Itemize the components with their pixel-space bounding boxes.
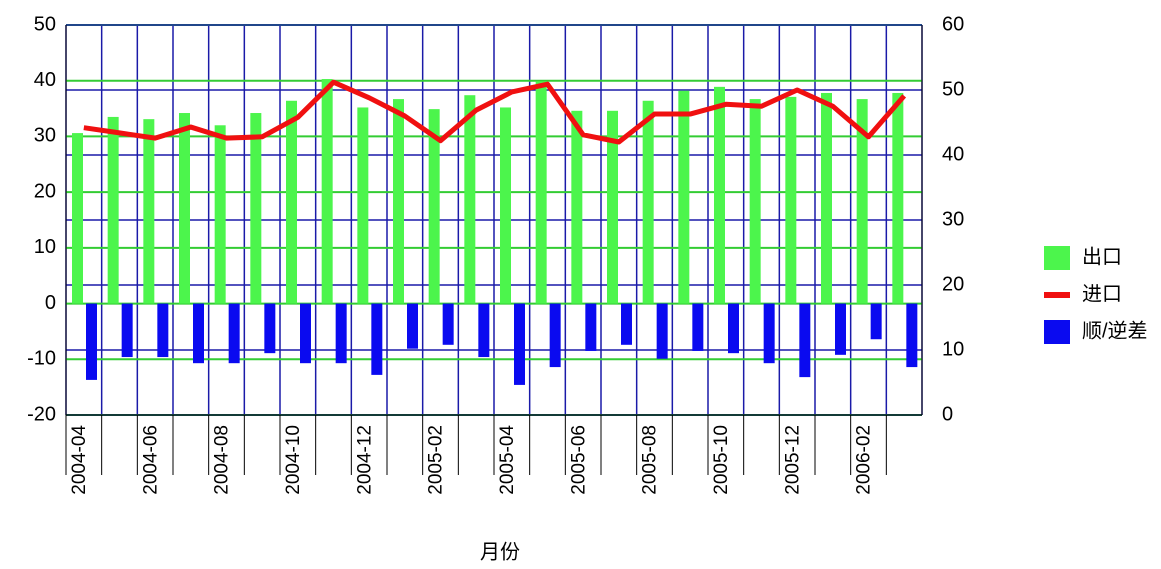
bar	[514, 303, 525, 385]
bar	[714, 86, 725, 304]
bar	[549, 303, 561, 368]
bar	[535, 81, 547, 304]
bar	[300, 303, 311, 364]
bar	[86, 303, 97, 380]
bar	[442, 303, 454, 345]
bar	[335, 303, 347, 364]
y-tick-label: -20	[27, 403, 56, 425]
bar	[179, 113, 190, 304]
bar	[143, 119, 155, 304]
bar	[799, 303, 811, 378]
bar	[228, 303, 240, 364]
bar	[621, 303, 632, 345]
bar	[835, 303, 846, 355]
bar	[821, 92, 832, 304]
bar	[264, 303, 276, 354]
bar	[321, 79, 333, 304]
x-tick-label: 2004-10	[283, 425, 304, 495]
x-tick-label: 2005-12	[782, 425, 803, 495]
bar	[763, 303, 775, 364]
bar	[286, 100, 297, 304]
y-tick-label: 40	[34, 69, 56, 91]
x-tick-label: 2004-08	[212, 425, 233, 495]
legend-swatch	[1044, 320, 1070, 344]
y-tick-label: 20	[34, 180, 56, 202]
y2-tick-label: 10	[942, 338, 964, 360]
y2-tick-label: 60	[942, 13, 964, 35]
x-tick-label: 2005-06	[568, 425, 589, 495]
y2-tick-label: 20	[942, 273, 964, 295]
legend-label: 顺/逆差	[1082, 319, 1148, 342]
y-tick-label: 0	[45, 292, 56, 314]
y-tick-label: -10	[27, 348, 56, 370]
y2-tick-label: 40	[942, 143, 964, 165]
bar	[371, 303, 383, 375]
bar	[728, 303, 739, 354]
legend-swatch	[1044, 292, 1070, 298]
y2-tick-label: 30	[942, 208, 964, 230]
y2-tick-label: 50	[942, 78, 964, 100]
x-tick-label: 2004-12	[354, 425, 375, 495]
bar	[464, 95, 476, 304]
bar	[906, 303, 918, 368]
bar	[193, 303, 204, 364]
bar	[892, 92, 904, 304]
x-tick-label: 2005-02	[426, 425, 447, 495]
bar	[749, 99, 761, 304]
bar	[642, 100, 654, 304]
bar	[393, 99, 404, 304]
y-tick-label: 50	[34, 13, 56, 35]
bar	[870, 303, 882, 340]
bar	[678, 90, 690, 304]
x-tick-label: 2004-04	[69, 425, 90, 495]
legend-swatch	[1044, 246, 1070, 270]
x-tick-label: 2005-10	[711, 425, 732, 495]
bar	[121, 303, 133, 358]
bar	[107, 116, 119, 304]
bar	[407, 303, 418, 349]
bar	[571, 110, 583, 304]
x-tick-label: 2006-02	[854, 425, 875, 495]
y-tick-label: 30	[34, 125, 56, 147]
bar	[478, 303, 490, 358]
bar	[785, 96, 797, 304]
x-tick-label: 2005-08	[640, 425, 661, 495]
bar	[607, 110, 618, 304]
x-tick-label: 2004-06	[140, 425, 161, 495]
bar	[250, 113, 262, 304]
bar	[500, 107, 511, 304]
bar	[214, 125, 226, 304]
bar	[656, 303, 668, 359]
y-tick-label: 10	[34, 236, 56, 258]
y2-tick-label: 0	[942, 403, 953, 425]
bar	[856, 99, 868, 304]
bar	[692, 303, 704, 351]
x-axis-title: 月份	[480, 540, 520, 563]
bar	[428, 109, 440, 304]
legend-label: 出口	[1082, 245, 1122, 268]
bar	[157, 303, 169, 358]
x-tick-label: 2005-04	[497, 425, 518, 495]
line	[83, 79, 907, 145]
bar	[72, 133, 83, 304]
legend-label: 进口	[1082, 282, 1122, 305]
bar	[585, 303, 597, 351]
bar	[357, 107, 369, 304]
